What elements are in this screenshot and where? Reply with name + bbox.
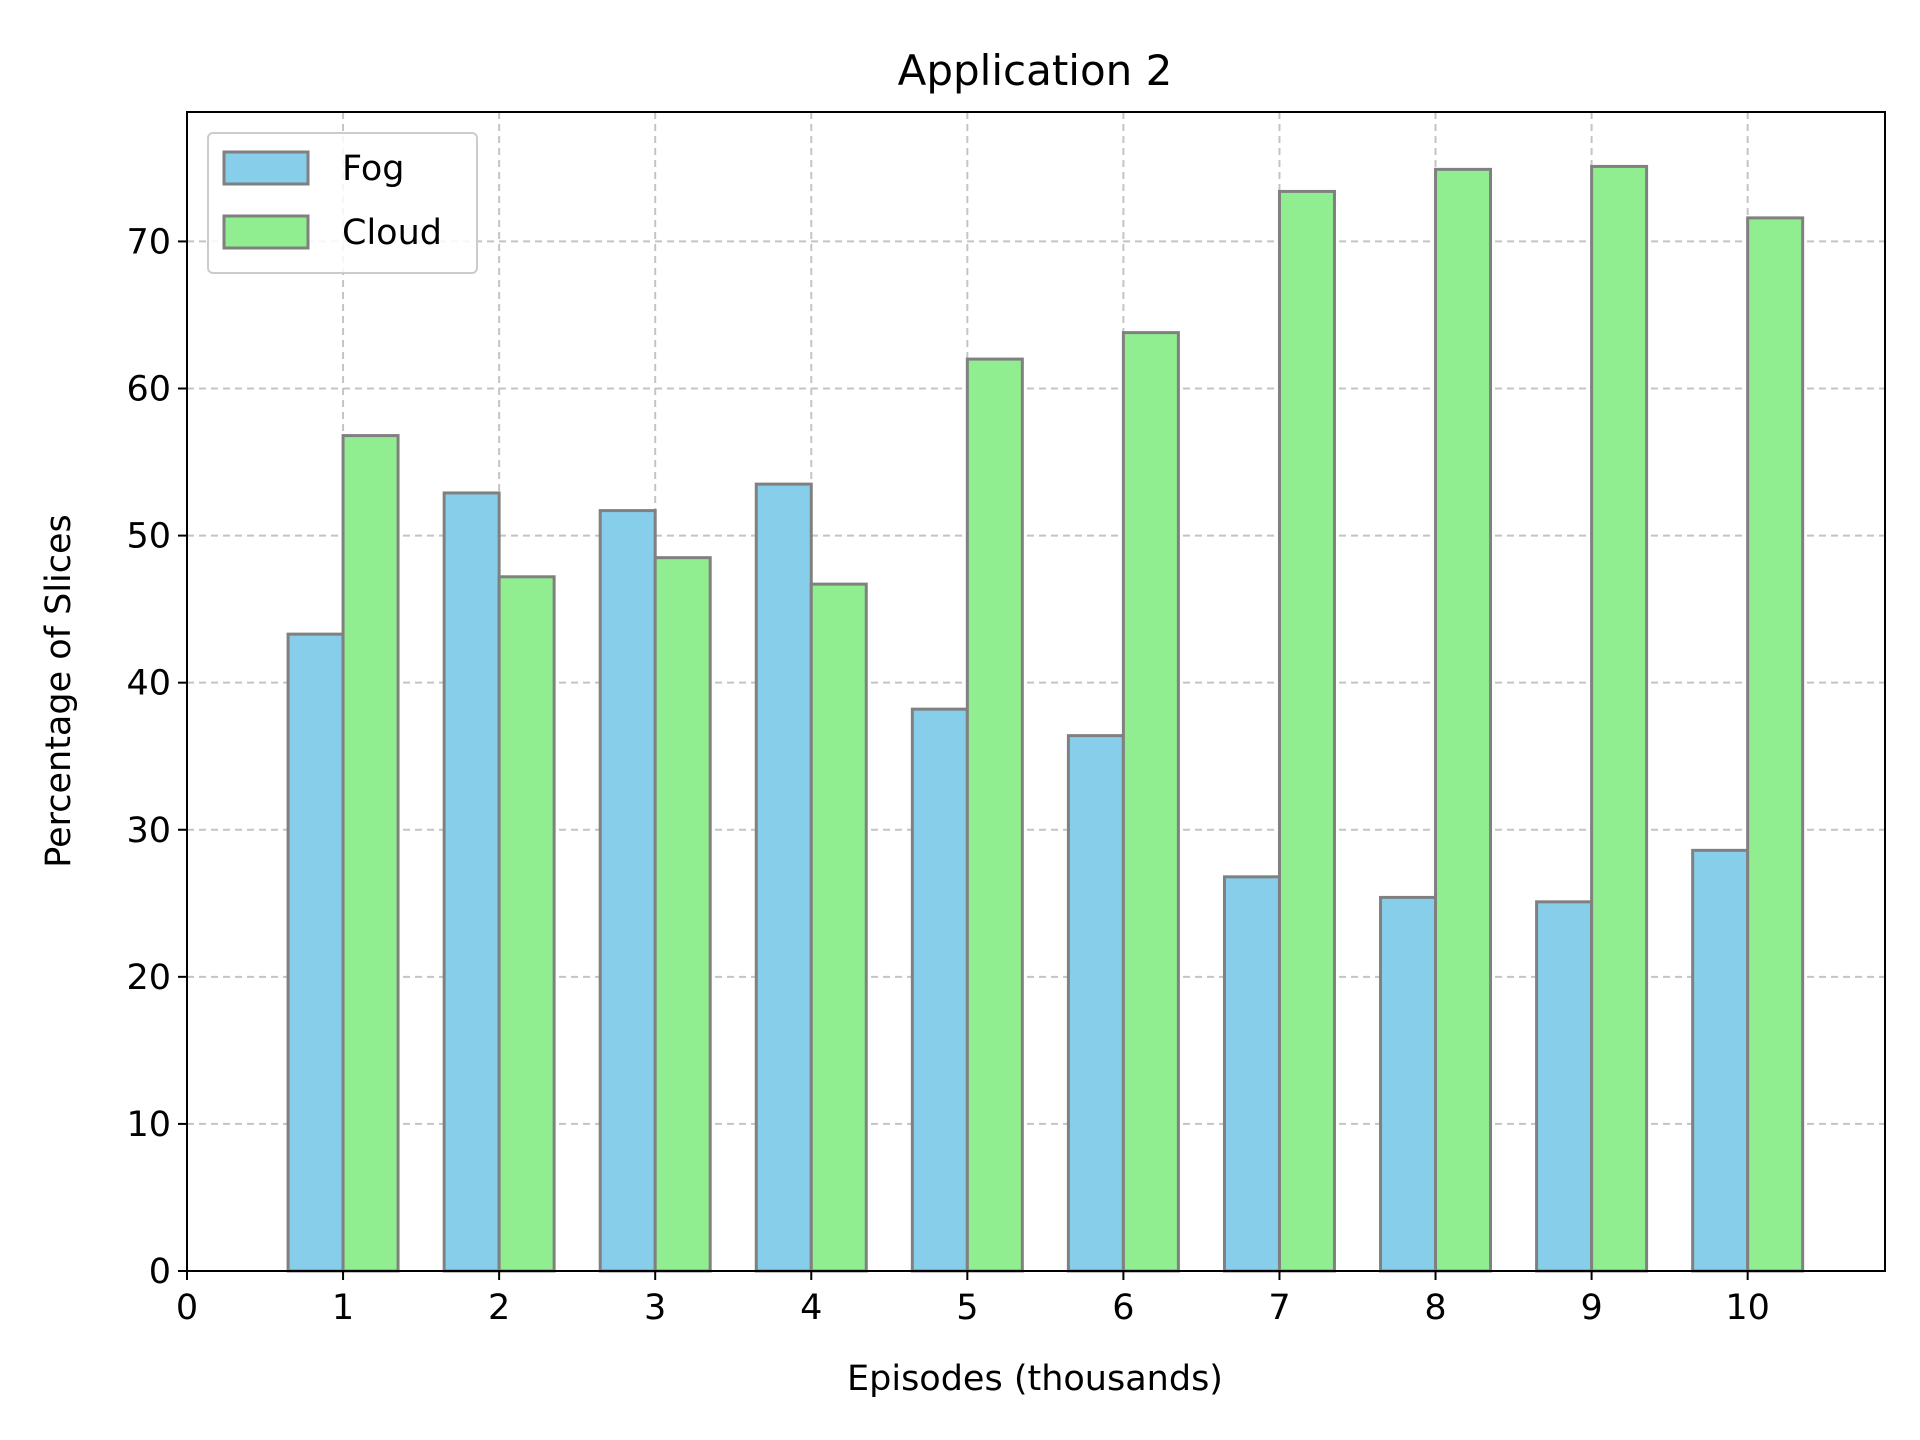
bar-cloud [1277, 189, 1336, 1273]
axes-layer [178, 111, 1886, 1280]
bar-cloud [653, 556, 712, 1273]
y-tick-label: 20 [126, 958, 171, 998]
x-tick-label: 3 [644, 1288, 666, 1328]
bar-fog [1379, 895, 1438, 1273]
bar-fog [442, 491, 501, 1273]
bar-fog [754, 482, 813, 1273]
y-tick-label: 30 [126, 811, 171, 851]
x-tick-label: 10 [1725, 1288, 1770, 1328]
bar-cloud [341, 434, 400, 1273]
x-tick-label: 9 [1580, 1288, 1602, 1328]
x-tick-label: 4 [800, 1288, 822, 1328]
bar-cloud [1590, 164, 1649, 1273]
legend-swatch-fog [222, 150, 310, 186]
bar-fog [286, 632, 345, 1273]
legend: Fog Cloud [207, 132, 478, 274]
bar-cloud [1746, 216, 1805, 1273]
bar-fog [1535, 900, 1594, 1273]
bar-fog [1222, 875, 1281, 1273]
x-tick-label: 7 [1268, 1288, 1290, 1328]
plot-frame [186, 111, 1886, 1272]
bar-cloud [809, 582, 868, 1273]
y-tick-label: 60 [126, 370, 171, 410]
bar-cloud [497, 575, 556, 1273]
bar-cloud [965, 357, 1024, 1273]
bar-fog [1691, 848, 1750, 1273]
legend-label-cloud: Cloud [342, 213, 442, 253]
y-axis-label: Percentage of Slices [39, 514, 79, 868]
x-tick-label: 1 [332, 1288, 354, 1328]
x-axis-label: Episodes (thousands) [847, 1359, 1223, 1399]
bar-cloud [1434, 167, 1493, 1273]
x-tick-label: 8 [1424, 1288, 1446, 1328]
y-tick-label: 40 [126, 664, 171, 704]
bar-fog [598, 509, 657, 1273]
chart-title: Application 2 [898, 46, 1173, 95]
y-tick-label: 70 [126, 222, 171, 262]
x-tick-label: 5 [956, 1288, 978, 1328]
bar-fog [1066, 734, 1125, 1273]
bar-fog [910, 707, 969, 1273]
legend-swatch-cloud [222, 214, 310, 250]
y-tick-label: 10 [126, 1105, 171, 1145]
bar-cloud [1121, 331, 1180, 1273]
x-tick-label: 0 [176, 1288, 198, 1328]
x-tick-label: 2 [488, 1288, 510, 1328]
legend-label-fog: Fog [342, 149, 405, 189]
bars-layer [286, 164, 1805, 1273]
y-tick-label: 0 [149, 1252, 171, 1292]
y-tick-label: 50 [126, 517, 171, 557]
x-tick-label: 6 [1112, 1288, 1134, 1328]
tick-labels: 0 1 2 3 4 5 6 7 8 9 10 0 10 20 30 40 50 60 70 [126, 222, 1769, 1328]
